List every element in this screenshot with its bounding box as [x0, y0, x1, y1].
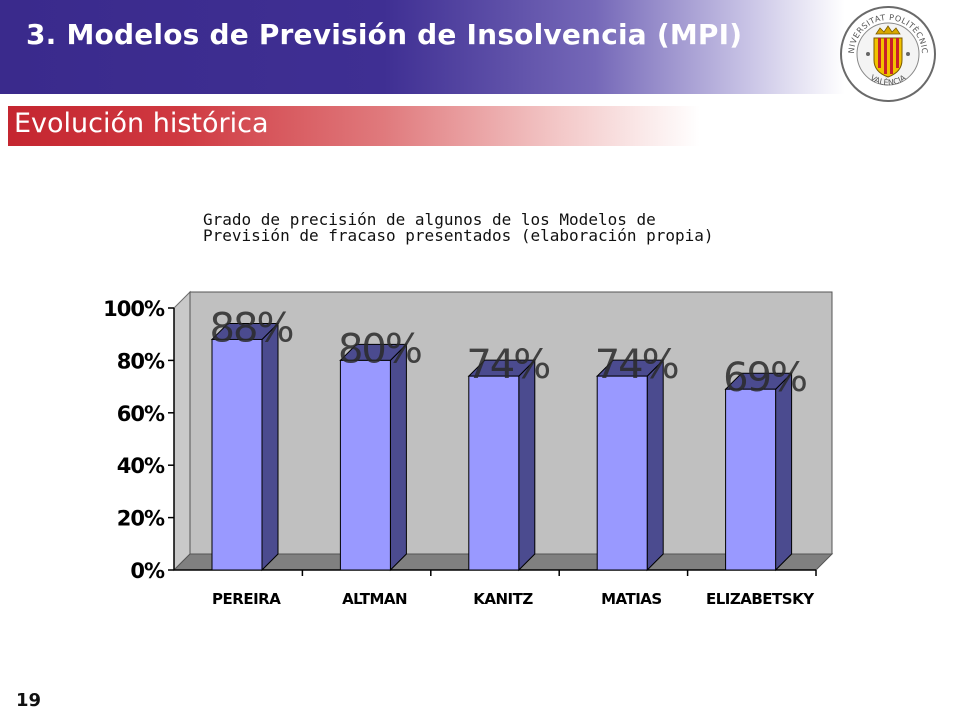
- svg-text:VALÈNCIA: VALÈNCIA: [868, 73, 907, 87]
- bar-side: [389, 343, 407, 572]
- chart-caption: Grado de precisión de algunos de los Mod…: [203, 212, 823, 244]
- plot-left-wall: [173, 290, 191, 572]
- slide-number: 19: [16, 690, 42, 711]
- bar-altman: [339, 359, 391, 571]
- caption-line-1: Grado de precisión de algunos de los Mod…: [203, 210, 656, 229]
- y-tick-label: 80%: [117, 349, 165, 373]
- slide-title: 3. Modelos de Previsión de Insolvencia (…: [26, 18, 743, 51]
- bar-kanitz: [468, 375, 520, 571]
- bar-side: [646, 358, 664, 572]
- bar-matias: [596, 375, 648, 571]
- bar-elizabetsky: [725, 388, 777, 571]
- bar-pereira: [211, 338, 263, 571]
- title-banner: [0, 0, 960, 94]
- x-category-label: MATIAS: [601, 590, 662, 608]
- caption-line-2: Previsión de fracaso presentados (elabor…: [203, 226, 714, 245]
- data-label: 88%: [210, 305, 293, 351]
- x-category-label: PEREIRA: [212, 590, 281, 608]
- bar-side: [261, 322, 279, 572]
- section-title: Evolución histórica: [14, 108, 269, 139]
- y-tick-label: 20%: [117, 507, 165, 531]
- y-tick-label: 100%: [103, 297, 165, 321]
- y-tick-label: 40%: [117, 454, 165, 478]
- university-seal-logo: UNIVERSITAT POLITÈCNICA VALÈNCIA: [838, 4, 936, 102]
- bar-side: [518, 358, 536, 572]
- seal-bottom-text: VALÈNCIA: [868, 73, 907, 87]
- data-label: 69%: [723, 355, 806, 401]
- section-band: Evolución histórica: [0, 106, 700, 146]
- y-tick-label: 60%: [117, 402, 165, 426]
- x-category-label: ALTMAN: [342, 590, 407, 608]
- y-tick-label: 0%: [130, 559, 165, 583]
- data-label: 80%: [338, 326, 421, 372]
- accuracy-bar-chart: 0% 20% 40% 60% 80% 100% 88% PEREIRA 80% ALTMAN 74%…: [103, 290, 834, 608]
- bar-side: [775, 372, 793, 572]
- x-category-label: KANITZ: [473, 590, 533, 608]
- x-category-label: ELIZABETSKY: [706, 590, 815, 608]
- data-label: 74%: [466, 342, 549, 388]
- data-label: 74%: [595, 342, 678, 388]
